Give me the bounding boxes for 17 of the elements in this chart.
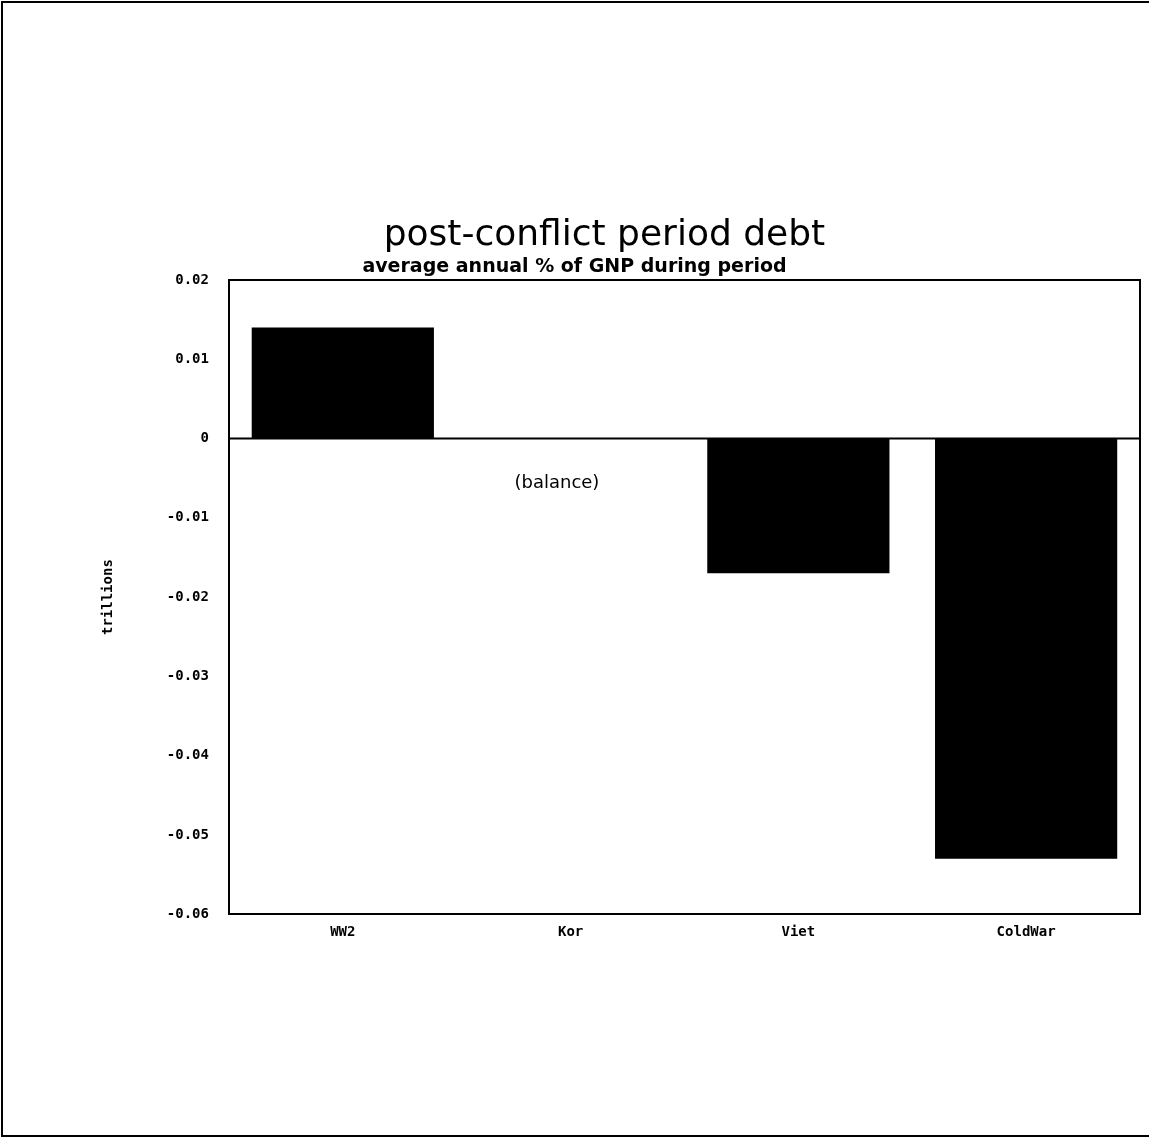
x-tick-label: Kor <box>557 923 584 940</box>
y-tick-label: -0.05 <box>166 825 209 842</box>
chart-title: post-conflict period debt <box>383 212 826 253</box>
y-tick-label: -0.03 <box>166 667 209 684</box>
y-tick-label: -0.06 <box>166 904 209 921</box>
chart-subtitle: average annual % of GNP during period <box>362 254 787 276</box>
x-tick-label: WW2 <box>330 923 356 940</box>
y-axis-title: trillions <box>99 559 116 636</box>
y-tick-label: 0.01 <box>175 349 209 366</box>
y-tick-label: 0 <box>200 429 209 446</box>
x-tick-label: Viet <box>781 923 816 940</box>
y-tick-label: 0.02 <box>175 270 209 287</box>
y-tick-label: -0.04 <box>166 746 209 763</box>
y-tick-label: -0.02 <box>166 587 209 604</box>
annotation: (balance) <box>514 470 600 492</box>
y-tick-label: -0.01 <box>166 508 209 525</box>
x-tick-label: ColdWar <box>996 923 1056 940</box>
